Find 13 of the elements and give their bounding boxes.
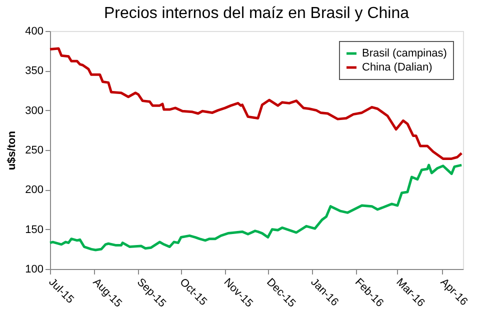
y-tick-label: 200 (25, 184, 44, 196)
line-series (48, 47, 463, 160)
legend-label: China (Dalian) (362, 62, 432, 74)
y-tick-label: 350 (25, 65, 44, 78)
line-series (48, 164, 463, 252)
y-tick-label: 150 (25, 224, 44, 236)
y-tick-label: 400 (25, 26, 44, 38)
y-tick-label: 300 (25, 104, 44, 117)
y-tick-label: 250 (25, 144, 44, 156)
legend-label: Brasil (campinas) (362, 48, 447, 60)
y-tick-label: 100 (25, 264, 44, 276)
y-axis-title: u$s/ton (6, 130, 18, 170)
chart-title: Precios internos del maíz en Brasil y China (104, 5, 410, 22)
